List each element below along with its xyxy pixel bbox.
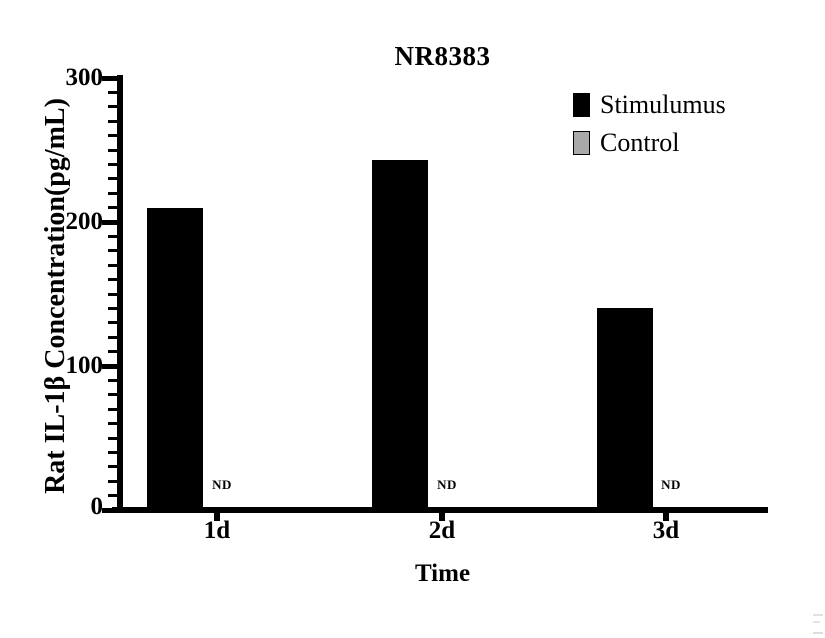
x-tick-3d xyxy=(663,513,669,521)
y-minor-tick xyxy=(108,378,117,382)
bar-stimulumus-1d xyxy=(147,207,203,511)
bar-stimulumus-2d xyxy=(372,160,428,511)
x-axis-label: Time xyxy=(414,560,471,587)
y-major-tick xyxy=(102,219,117,225)
y-minor-tick xyxy=(108,263,117,267)
y-minor-tick xyxy=(108,465,117,469)
y-axis-label: Rat IL-1β Concentration(pg/mL) xyxy=(40,98,71,494)
legend-label-stimulumus: Stimulumus xyxy=(600,90,726,119)
legend-swatch-stimulumus xyxy=(573,93,590,117)
chart-title: NR8383 xyxy=(394,41,491,71)
x-category-label-3d: 3d xyxy=(652,517,680,544)
y-major-tick xyxy=(102,75,117,81)
bar-stimulumus-3d xyxy=(597,308,653,511)
y-minor-tick xyxy=(108,162,117,166)
x-tick-1d xyxy=(214,513,220,521)
y-minor-tick xyxy=(108,436,117,440)
y-minor-tick xyxy=(108,450,117,454)
y-minor-tick xyxy=(108,407,117,411)
x-axis-line xyxy=(112,507,768,513)
corner-artifact xyxy=(813,614,823,634)
y-minor-tick xyxy=(108,479,117,483)
y-minor-tick xyxy=(108,350,117,354)
legend: Stimulumus Control xyxy=(573,90,726,166)
y-minor-tick xyxy=(108,393,117,397)
y-minor-tick xyxy=(108,292,117,296)
x-category-label-1d: 1d xyxy=(203,517,231,544)
y-minor-tick xyxy=(108,422,117,426)
x-category-label-2d: 2d xyxy=(428,517,456,544)
control-nd-label-1d: ND xyxy=(212,477,232,492)
y-minor-tick xyxy=(108,191,117,195)
y-minor-tick xyxy=(108,105,117,109)
y-minor-tick xyxy=(108,278,117,282)
control-nd-label-2d: ND xyxy=(437,477,457,492)
x-tick-2d xyxy=(439,513,445,521)
y-minor-tick xyxy=(108,249,117,253)
legend-label-control: Control xyxy=(600,128,680,157)
y-minor-tick xyxy=(108,90,117,94)
legend-item-stimulumus: Stimulumus xyxy=(573,90,726,120)
y-major-tick xyxy=(102,507,117,513)
y-tick-label: 100 xyxy=(65,352,104,379)
y-tick-label: 0 xyxy=(90,493,104,520)
y-minor-tick xyxy=(108,335,117,339)
y-minor-tick xyxy=(108,321,117,325)
y-tick-label: 300 xyxy=(65,64,104,91)
y-tick-label: 200 xyxy=(65,208,104,235)
y-axis-line xyxy=(117,75,123,513)
y-minor-tick xyxy=(108,306,117,310)
y-minor-tick xyxy=(108,148,117,152)
y-minor-tick xyxy=(108,234,117,238)
y-minor-tick xyxy=(108,177,117,181)
y-minor-tick xyxy=(108,134,117,138)
legend-swatch-control xyxy=(573,131,590,155)
y-minor-tick xyxy=(108,494,117,498)
y-minor-tick xyxy=(108,119,117,123)
y-minor-tick xyxy=(108,206,117,210)
legend-item-control: Control xyxy=(573,128,726,158)
control-nd-label-3d: ND xyxy=(661,477,681,492)
y-major-tick xyxy=(102,363,117,369)
